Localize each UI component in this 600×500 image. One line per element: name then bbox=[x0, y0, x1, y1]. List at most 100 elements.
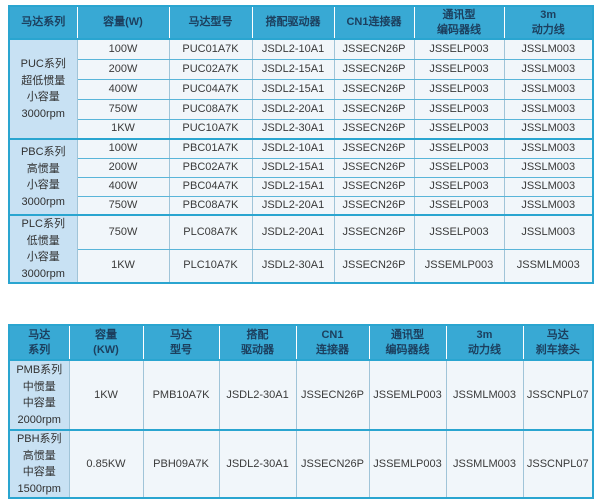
header-power-cable: 3m 动力线 bbox=[445, 325, 524, 361]
table-row: PUC系列 超低惯量 小容量 3000rpm 100W PUC01A7K JSD… bbox=[8, 38, 594, 140]
encoder-cable-cell: JSSELP003 bbox=[413, 38, 505, 60]
series-cell-pbh: PBH系列 高惯量 中容量 1500rpm bbox=[8, 429, 70, 499]
model-cell: PBC01A7K bbox=[168, 138, 253, 159]
table-row: PBC系列 高惯量 小容量 3000rpm 100W PBC01A7K JSDL… bbox=[8, 138, 594, 216]
driver-cell: JSDL2-30A1 bbox=[218, 359, 297, 431]
series-cell-puc: PUC系列 超低惯量 小容量 3000rpm bbox=[8, 38, 78, 140]
power-cable-cell: JSSLM003 bbox=[503, 157, 594, 178]
table-row: 1KW PLC10A7K JSDL2-30A1 JSSECN26P JSSEML… bbox=[9, 248, 594, 284]
model-cell: PMB10A7K bbox=[142, 359, 220, 431]
encoder-cable-cell: JSSELP003 bbox=[413, 58, 505, 80]
header-motor-series: 马达系列 bbox=[8, 6, 78, 40]
table-row: 200W PUC02A7K JSDL2-15A1 JSSECN26P JSSEL… bbox=[9, 58, 594, 80]
capacity-cell: 1KW bbox=[76, 248, 170, 284]
cn1-connector-cell: JSSECN26P bbox=[333, 248, 415, 284]
motor-spec-table-small-capacity: 马达系列 容量(W) 马达型号 搭配驱动器 CN1连接器 通讯型 编码器线 3m… bbox=[8, 5, 594, 284]
header-row: 马达 系列 容量 (KW) 马达 型号 搭配 驱动器 CN1 连接器 通讯型 编… bbox=[8, 325, 594, 361]
series-cell-pmb: PMB系列 中惯量 中容量 2000rpm bbox=[8, 359, 70, 431]
series-cell-pbc: PBC系列 高惯量 小容量 3000rpm bbox=[8, 138, 78, 216]
brake-connector-cell: JSSCNPL07 bbox=[522, 359, 594, 431]
model-cell: PBH09A7K bbox=[142, 429, 220, 499]
power-cable-cell: JSSLM003 bbox=[503, 195, 594, 216]
capacity-cell: 200W bbox=[76, 58, 170, 80]
table-row: 200W PBC02A7K JSDL2-15A1 JSSECN26P JSSEL… bbox=[9, 157, 594, 178]
header-driver: 搭配 驱动器 bbox=[218, 325, 297, 361]
cn1-connector-cell: JSSECN26P bbox=[333, 157, 415, 178]
header-capacity-w: 容量(W) bbox=[76, 6, 170, 40]
power-cable-cell: JSSLM003 bbox=[503, 38, 594, 60]
cn1-connector-cell: JSSECN26P bbox=[333, 38, 415, 60]
header-encoder-cable: 通讯型 编码器线 bbox=[368, 325, 447, 361]
capacity-cell: 100W bbox=[76, 138, 170, 159]
cn1-connector-cell: JSSECN26P bbox=[333, 58, 415, 80]
model-cell: PUC02A7K bbox=[168, 58, 253, 80]
cn1-connector-cell: JSSECN26P bbox=[333, 214, 415, 250]
model-cell: PUC04A7K bbox=[168, 78, 253, 100]
header-motor-model: 马达型号 bbox=[168, 6, 253, 40]
encoder-cable-cell: JSSELP003 bbox=[413, 78, 505, 100]
table-row: PLC系列 低惯量 小容量 3000rpm 750W PLC08A7K JSDL… bbox=[8, 214, 594, 284]
encoder-cable-cell: JSSELP003 bbox=[413, 98, 505, 120]
driver-cell: JSDL2-30A1 bbox=[251, 118, 335, 140]
capacity-cell: 750W bbox=[76, 214, 170, 250]
driver-cell: JSDL2-30A1 bbox=[218, 429, 297, 499]
encoder-cable-cell: JSSEMLP003 bbox=[368, 429, 447, 499]
model-cell: PBC04A7K bbox=[168, 176, 253, 197]
capacity-cell: 1KW bbox=[68, 359, 144, 431]
cn1-connector-cell: JSSECN26P bbox=[295, 359, 370, 431]
power-cable-cell: JSSLM003 bbox=[503, 98, 594, 120]
power-cable-cell: JSSMLM003 bbox=[445, 359, 524, 431]
driver-cell: JSDL2-10A1 bbox=[251, 138, 335, 159]
power-cable-cell: JSSLM003 bbox=[503, 138, 594, 159]
header-row: 马达系列 容量(W) 马达型号 搭配驱动器 CN1连接器 通讯型 编码器线 3m… bbox=[8, 6, 594, 40]
capacity-cell: 1KW bbox=[76, 118, 170, 140]
table-row: 750W PUC08A7K JSDL2-20A1 JSSECN26P JSSEL… bbox=[9, 98, 594, 120]
header-brake-connector: 马达 刹车接头 bbox=[522, 325, 594, 361]
table-row: 400W PUC04A7K JSDL2-15A1 JSSECN26P JSSEL… bbox=[9, 78, 594, 100]
capacity-cell: 750W bbox=[76, 195, 170, 216]
cn1-connector-cell: JSSECN26P bbox=[333, 98, 415, 120]
cn1-connector-cell: JSSECN26P bbox=[333, 138, 415, 159]
encoder-cable-cell: JSSELP003 bbox=[413, 118, 505, 140]
table-row: 750W PBC08A7K JSDL2-20A1 JSSECN26P JSSEL… bbox=[9, 195, 594, 216]
power-cable-cell: JSSLM003 bbox=[503, 214, 594, 250]
encoder-cable-cell: JSSELP003 bbox=[413, 157, 505, 178]
driver-cell: JSDL2-15A1 bbox=[251, 58, 335, 80]
series-cell-plc: PLC系列 低惯量 小容量 3000rpm bbox=[8, 214, 78, 284]
capacity-cell: 100W bbox=[76, 38, 170, 60]
power-cable-cell: JSSLM003 bbox=[503, 118, 594, 140]
encoder-cable-cell: JSSEMLP003 bbox=[413, 248, 505, 284]
capacity-cell: 750W bbox=[76, 98, 170, 120]
table-row: 1KW PUC10A7K JSDL2-30A1 JSSECN26P JSSELP… bbox=[9, 118, 594, 140]
encoder-cable-cell: JSSELP003 bbox=[413, 176, 505, 197]
power-cable-cell: JSSLM003 bbox=[503, 78, 594, 100]
model-cell: PUC01A7K bbox=[168, 38, 253, 60]
driver-cell: JSDL2-30A1 bbox=[251, 248, 335, 284]
cn1-connector-cell: JSSECN26P bbox=[333, 78, 415, 100]
driver-cell: JSDL2-15A1 bbox=[251, 176, 335, 197]
power-cable-cell: JSSMLM003 bbox=[503, 248, 594, 284]
header-cn1-connector: CN1 连接器 bbox=[295, 325, 370, 361]
capacity-cell: 200W bbox=[76, 157, 170, 178]
header-cn1-connector: CN1连接器 bbox=[333, 6, 415, 40]
header-capacity-kw: 容量 (KW) bbox=[68, 325, 144, 361]
cn1-connector-cell: JSSECN26P bbox=[333, 176, 415, 197]
cn1-connector-cell: JSSECN26P bbox=[333, 195, 415, 216]
capacity-cell: 400W bbox=[76, 78, 170, 100]
encoder-cable-cell: JSSELP003 bbox=[413, 138, 505, 159]
driver-cell: JSDL2-10A1 bbox=[251, 38, 335, 60]
table-row: PBH系列 高惯量 中容量 1500rpm 0.85KW PBH09A7K JS… bbox=[8, 429, 594, 499]
header-motor-series: 马达 系列 bbox=[8, 325, 70, 361]
power-cable-cell: JSSMLM003 bbox=[445, 429, 524, 499]
driver-cell: JSDL2-15A1 bbox=[251, 78, 335, 100]
header-encoder-cable: 通讯型 编码器线 bbox=[413, 6, 505, 40]
model-cell: PLC10A7K bbox=[168, 248, 253, 284]
capacity-cell: 400W bbox=[76, 176, 170, 197]
table-row: 400W PBC04A7K JSDL2-15A1 JSSECN26P JSSEL… bbox=[9, 176, 594, 197]
model-cell: PBC08A7K bbox=[168, 195, 253, 216]
capacity-cell: 0.85KW bbox=[68, 429, 144, 499]
header-driver: 搭配驱动器 bbox=[251, 6, 335, 40]
encoder-cable-cell: JSSEMLP003 bbox=[368, 359, 447, 431]
cn1-connector-cell: JSSECN26P bbox=[295, 429, 370, 499]
motor-spec-table-medium-capacity: 马达 系列 容量 (KW) 马达 型号 搭配 驱动器 CN1 连接器 通讯型 编… bbox=[8, 324, 594, 499]
